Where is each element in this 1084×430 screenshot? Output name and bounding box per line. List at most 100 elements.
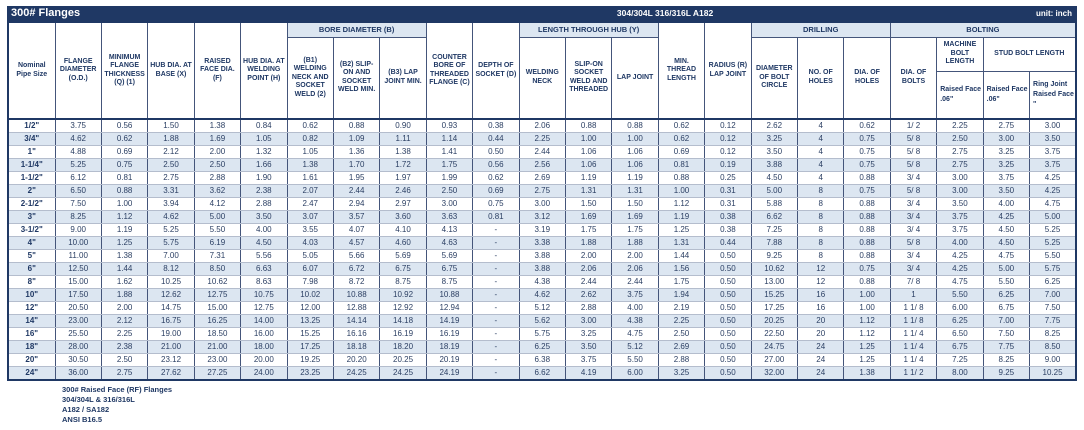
table-row: 18" 28.00 2.38 21.00 21.00 18.00 17.25 18.18 18.… <box>7 340 1077 354</box>
value-cell: 2.88 <box>240 197 288 211</box>
pipe-size-cell: 24" <box>7 366 56 381</box>
value-cell: 8.75 <box>379 275 427 289</box>
value-cell: 16.25 <box>193 314 242 328</box>
value-cell: 12 <box>796 275 845 289</box>
value-cell: 3.50 <box>564 340 613 354</box>
col-header-stud-bolt: STUD BOLT LENGTH <box>982 36 1077 72</box>
value-cell: 5.25 <box>1029 236 1077 250</box>
value-cell: 10.02 <box>286 288 334 302</box>
value-cell: - <box>472 327 520 341</box>
value-cell: - <box>472 223 520 237</box>
value-cell: 4.12 <box>193 197 242 211</box>
value-cell: 24.25 <box>379 366 427 381</box>
pipe-size-cell: 10" <box>7 288 56 302</box>
value-cell: 18.19 <box>425 340 474 354</box>
value-cell: 1.99 <box>425 171 474 185</box>
value-cell: 2.44 <box>611 275 659 289</box>
value-cell: 0.88 <box>843 197 891 211</box>
value-cell: 15.00 <box>193 301 242 315</box>
value-cell: 5.69 <box>425 249 474 263</box>
value-cell: 3.00 <box>936 184 984 198</box>
table-row: 3-1/2" 9.00 1.19 5.25 5.50 4.00 3.55 4.07 4.10 4.… <box>7 223 1077 237</box>
value-cell: 0.93 <box>425 118 474 133</box>
value-cell: 1.44 <box>657 249 706 263</box>
value-cell: 6.25 <box>518 340 566 354</box>
value-cell: 3.25 <box>982 158 1031 172</box>
note-line: 304/304L & 316/316L <box>62 395 135 404</box>
value-cell: 0.69 <box>100 145 149 159</box>
value-cell: - <box>472 249 520 263</box>
value-cell: 5.25 <box>1029 223 1077 237</box>
value-cell: 0.88 <box>564 118 613 133</box>
value-cell: 0.88 <box>843 275 891 289</box>
value-cell: 5.25 <box>54 158 102 172</box>
value-cell: 2.88 <box>564 301 613 315</box>
value-cell: 2.50 <box>193 158 242 172</box>
value-cell: 4.75 <box>611 327 659 341</box>
value-cell: 0.75 <box>843 184 891 198</box>
value-cell: 0.62 <box>843 118 891 133</box>
value-cell: 1.00 <box>611 132 659 146</box>
value-cell: 14.00 <box>240 314 288 328</box>
pipe-size-cell: 20" <box>7 353 56 367</box>
value-cell: 1.12 <box>843 314 891 328</box>
table-row: 10" 17.50 1.88 12.62 12.75 10.75 10.02 10.88 10.… <box>7 288 1077 302</box>
value-cell: 4.00 <box>611 301 659 315</box>
value-cell: 4.50 <box>240 236 288 250</box>
value-cell: 1.90 <box>240 171 288 185</box>
col-header-machine-raised-face: Raised Face .06" <box>936 70 984 120</box>
value-cell: 0.50 <box>704 340 752 354</box>
value-cell: 0.62 <box>657 118 706 133</box>
value-cell: 32.00 <box>750 366 799 381</box>
value-cell: 20 <box>796 314 845 328</box>
value-cell: 5.50 <box>936 288 984 302</box>
value-cell: 2.97 <box>379 197 427 211</box>
value-cell: 10.75 <box>240 288 288 302</box>
value-cell: 0.38 <box>704 210 752 224</box>
value-cell: 1.32 <box>240 145 288 159</box>
value-cell: 0.12 <box>704 145 752 159</box>
value-cell: 3.94 <box>147 197 195 211</box>
value-cell: 0.88 <box>843 223 891 237</box>
table-row: 1/2" 3.75 0.56 1.50 1.38 0.84 0.62 0.88 0.90 0.93… <box>7 118 1077 133</box>
value-cell: 3/ 4 <box>889 249 938 263</box>
value-cell: 3/ 4 <box>889 171 938 185</box>
value-cell: 7.25 <box>750 223 799 237</box>
value-cell: 1.11 <box>379 132 427 146</box>
value-cell: 2.50 <box>657 327 706 341</box>
value-cell: 0.88 <box>843 210 891 224</box>
value-cell: 24.75 <box>750 340 799 354</box>
value-cell: - <box>472 301 520 315</box>
value-cell: 5.12 <box>611 340 659 354</box>
pipe-size-cell: 16" <box>7 327 56 341</box>
value-cell: 1.38 <box>379 145 427 159</box>
value-cell: 12.50 <box>54 262 102 276</box>
value-cell: 2.62 <box>564 288 613 302</box>
value-cell: 0.50 <box>704 275 752 289</box>
value-cell: 1.14 <box>425 132 474 146</box>
value-cell: 20.00 <box>240 353 288 367</box>
value-cell: 24 <box>796 340 845 354</box>
value-cell: 0.56 <box>472 158 520 172</box>
value-cell: 0.88 <box>100 184 149 198</box>
value-cell: 28.00 <box>54 340 102 354</box>
group-header-length-hub: LENGTH THROUGH HUB (Y) <box>518 21 659 38</box>
col-header-bolt-circle: DIAMETER OF BOLT CIRCLE <box>750 36 799 120</box>
value-cell: 1 1/ 4 <box>889 353 938 367</box>
value-cell: 3.50 <box>1029 132 1077 146</box>
value-cell: 5.50 <box>611 353 659 367</box>
value-cell: 3.12 <box>518 210 566 224</box>
value-cell: 0.50 <box>704 262 752 276</box>
value-cell: 9.00 <box>1029 353 1077 367</box>
value-cell: 3.57 <box>332 210 381 224</box>
value-cell: 1.75 <box>611 223 659 237</box>
value-cell: 0.75 <box>472 197 520 211</box>
value-cell: 19.25 <box>286 353 334 367</box>
value-cell: 3.75 <box>1029 158 1077 172</box>
value-cell: 5/ 8 <box>889 236 938 250</box>
value-cell: 7.50 <box>982 327 1031 341</box>
value-cell: 4.60 <box>379 236 427 250</box>
value-cell: 2.06 <box>518 118 566 133</box>
col-header-min-thread: MIN. THREAD LENGTH <box>657 21 706 120</box>
value-cell: 1.31 <box>611 184 659 198</box>
